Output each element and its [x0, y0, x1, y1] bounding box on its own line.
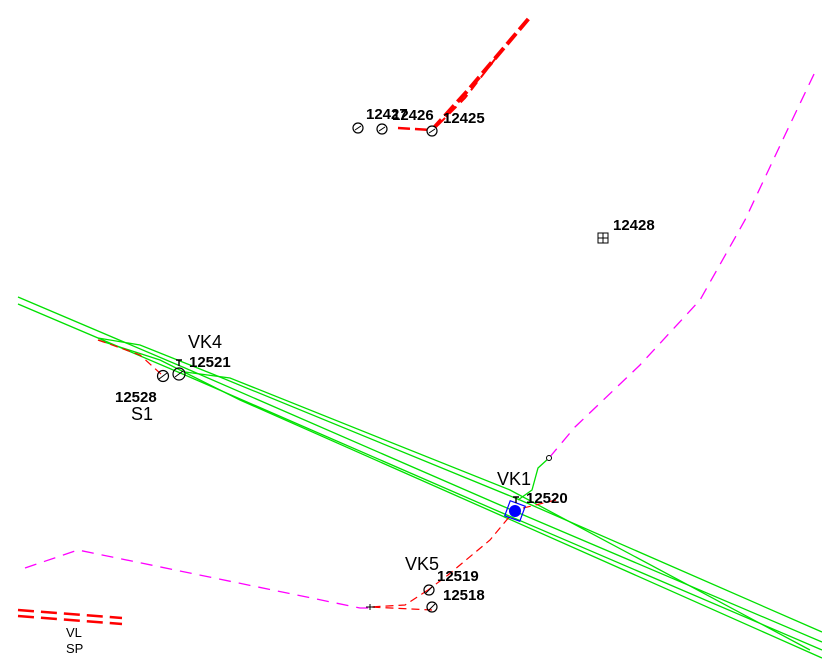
circle-node-icon [426, 601, 438, 613]
valve-12520[interactable] [513, 496, 519, 503]
magenta-line-southwest [24, 549, 375, 609]
circle-node-stroke [428, 603, 436, 611]
red-pipes [17, 15, 557, 626]
red-pipe-north [430, 15, 532, 132]
label-12518: 12518 [443, 587, 485, 604]
label-12426: 12426 [392, 107, 434, 124]
label-12528: 12528 [115, 389, 157, 406]
green-line-5 [184, 371, 811, 651]
label-12425: 12425 [443, 110, 485, 127]
red-double-dash-2 [17, 614, 123, 626]
label-vk5: VK5 [405, 554, 439, 574]
small-node-magenta-end [546, 455, 552, 461]
circle-node-icon [546, 455, 552, 461]
valve-icon [366, 604, 375, 610]
circle-node-stroke [425, 586, 433, 594]
green-line-2 [17, 303, 822, 651]
circle-node-stroke [378, 126, 386, 132]
manhole-12518[interactable] [426, 601, 438, 613]
red-pipe-vk1-vk5 [427, 499, 557, 591]
manhole-12427[interactable] [352, 122, 364, 134]
label-12428: 12428 [613, 217, 655, 234]
green-road-lines [17, 296, 822, 659]
circle-node-stroke [174, 370, 184, 378]
label-12427: 12427 [366, 106, 408, 123]
circle-node-icon [423, 584, 435, 596]
square-frame-icon [503, 499, 527, 523]
grid-node-12428[interactable] [597, 232, 609, 244]
filled-circle-icon [509, 505, 521, 517]
label-sp: SP [66, 641, 83, 656]
valve-12521[interactable] [176, 359, 182, 366]
green-line-3 [97, 337, 822, 633]
red-pipe-vk5-south [369, 589, 433, 611]
circle-node-stroke [158, 372, 168, 380]
red-pipe-12426-12425 [397, 126, 433, 132]
label-12519: 12519 [437, 568, 479, 585]
circle-node-stroke [428, 128, 436, 134]
manhole-12519[interactable] [423, 584, 435, 596]
circle-node-icon [172, 367, 186, 381]
green-line-4 [97, 339, 822, 659]
red-pipe-west [97, 339, 163, 376]
label-vk1: VK1 [497, 469, 531, 489]
red-pipe-north-branch [437, 49, 503, 126]
valve-icon [176, 359, 182, 366]
magenta-line-northeast [548, 71, 816, 459]
small-valve-south [366, 604, 375, 610]
red-double-dash-1 [17, 608, 123, 620]
manhole-12521[interactable] [172, 367, 186, 381]
label-vl: VL [66, 625, 82, 640]
label-vk4: VK4 [188, 332, 222, 352]
manhole-12425[interactable] [426, 125, 438, 137]
green-spur-vk1 [517, 457, 550, 501]
green-line-1 [17, 296, 822, 643]
label-12521: 12521 [189, 354, 231, 371]
label-12520: 12520 [526, 490, 568, 507]
vk1-node[interactable] [503, 499, 527, 523]
circle-node-icon [156, 369, 170, 383]
valve-icon [513, 496, 519, 503]
circle-node-stroke [354, 125, 362, 131]
label-s1: S1 [131, 404, 153, 424]
manhole-12528[interactable] [156, 369, 170, 383]
magenta-dashed-lines [24, 71, 816, 609]
manhole-12426[interactable] [376, 123, 388, 135]
